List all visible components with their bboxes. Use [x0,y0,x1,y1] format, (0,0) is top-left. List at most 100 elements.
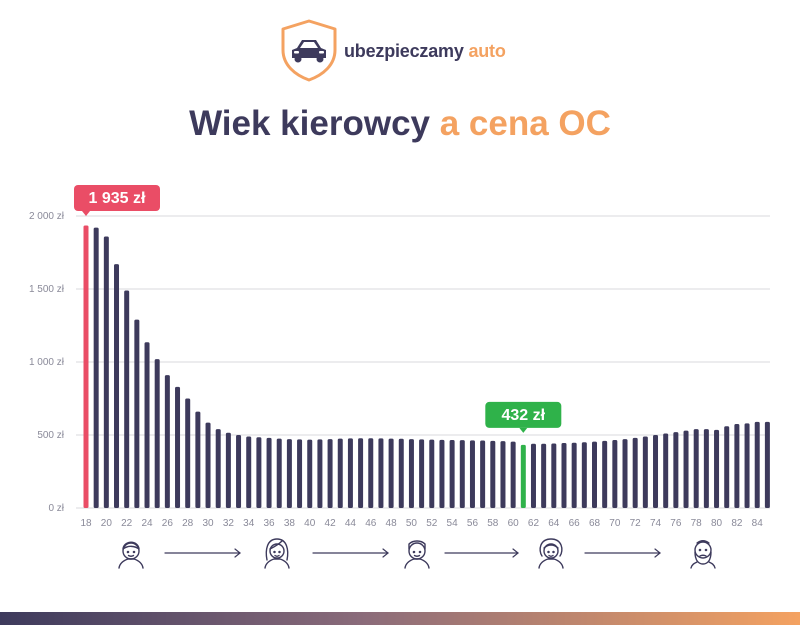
bar [83,225,89,509]
price-callout-label: 432 zł [502,407,546,424]
bar [480,440,486,508]
bar [693,429,699,508]
x-tick-label: 38 [284,518,296,529]
y-tick-label: 500 zł [37,430,64,441]
x-tick-label: 26 [162,518,174,529]
bar [93,227,99,508]
brand-name-accent: auto [468,41,506,61]
y-tick-label: 1 500 zł [29,284,65,295]
price-callout [74,185,160,211]
bar [225,432,231,508]
bar [571,442,577,508]
man-icon [404,540,430,569]
bar [632,437,638,508]
bar [551,443,557,508]
bar [144,342,150,508]
bar [337,438,343,508]
x-tick-label: 50 [406,518,418,529]
bar [653,435,659,508]
x-tick-label: 36 [263,518,275,529]
bar [103,236,109,508]
bar [307,439,313,508]
x-tick-label: 54 [447,518,459,529]
x-tick-label: 46 [365,518,377,529]
brand-logo: ubezpieczamy auto [278,18,528,84]
x-tick-label: 66 [569,518,581,529]
x-tick-label: 34 [243,518,255,529]
x-tick-label: 84 [752,518,764,529]
title-part-1: Wiek kierowcy [189,104,440,143]
bar [246,436,252,508]
x-tick-label: 42 [325,518,337,529]
bar [500,441,506,508]
x-tick-label: 64 [548,518,560,529]
bar [134,319,140,508]
bar [520,444,526,508]
y-tick-label: 0 zł [48,503,64,514]
arrow-right-icon [312,548,389,558]
y-tick-label: 1 000 zł [29,357,65,368]
bar [459,440,465,508]
bar [347,438,353,508]
young-man-icon [118,541,144,569]
bar [429,439,435,508]
bottom-gradient-bar [0,612,800,625]
car-shield-icon [281,19,337,82]
x-tick-label: 40 [304,518,316,529]
x-tick-label: 44 [345,518,357,529]
bar [205,422,211,508]
oc-price-by-age-chart: 0 zł 500 zł 1 000 zł 1 500 zł 2 000 zł 18 20 22… [29,185,770,529]
bar [408,439,414,508]
bar [154,359,160,508]
y-tick-label: 2 000 zł [29,211,65,222]
bar [297,439,303,508]
brand-name-main: ubezpieczamy [344,41,469,61]
x-tick-label: 30 [202,518,214,529]
bar [683,430,689,508]
arrow-right-icon [164,548,241,558]
x-tick-label: 28 [182,518,194,529]
bar [368,438,374,508]
x-tick-label: 74 [650,518,662,529]
bar [185,398,191,508]
x-tick-label: 48 [386,518,398,529]
bar [734,424,740,508]
bar [317,439,323,508]
bar [581,442,587,508]
bar [764,421,770,508]
older-woman-icon [538,538,564,569]
bar [124,290,130,508]
bar [195,411,201,508]
price-callout-pointer [519,427,528,433]
woman-icon [264,538,290,569]
title-part-2: a cena OC [439,104,611,143]
bar [398,438,404,508]
bar [561,443,567,508]
brand-name: ubezpieczamy auto [344,41,506,62]
price-callout [485,401,562,428]
bar [592,441,597,508]
x-tick-label: 24 [141,518,153,529]
price-callout-label: 1 935 zł [89,190,146,207]
bar [612,439,618,508]
arrow-right-icon [584,548,661,558]
x-tick-label: 52 [426,518,438,529]
page-title: Wiek kierowcy a cena OC [0,104,800,144]
x-tick-label: 56 [467,518,479,529]
bar [744,423,750,508]
x-tick-label: 82 [731,518,743,529]
bar [673,432,679,508]
bar [378,438,384,508]
bar [175,386,181,508]
bar [714,429,720,508]
x-tick-label: 22 [121,518,133,529]
x-tick-label: 32 [223,518,235,529]
bar [419,439,425,508]
bar [469,440,475,508]
bar [286,439,292,508]
bar [754,421,760,508]
bar [439,439,445,508]
bar [490,440,496,508]
arrow-right-icon [444,548,519,558]
bar [388,438,394,508]
